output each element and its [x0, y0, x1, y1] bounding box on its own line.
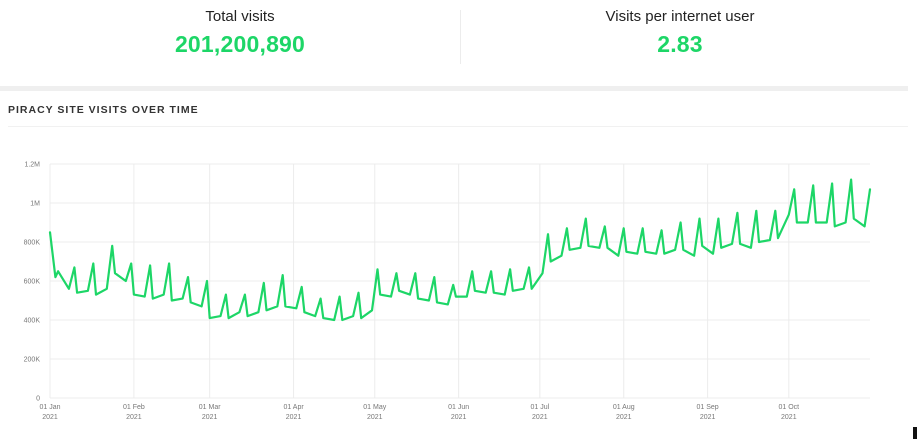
y-tick-label: 800K: [24, 240, 41, 247]
grid-lines: [49, 163, 870, 399]
x-tick-year: 2021: [616, 414, 632, 421]
x-tick-label: 01 Apr: [283, 404, 304, 411]
total-visits-stat: Total visits 201,200,890: [120, 8, 360, 58]
total-visits-label: Total visits: [205, 8, 275, 25]
y-tick-label: 400K: [24, 318, 41, 325]
y-tick-label: 0: [36, 396, 40, 403]
x-tick-label: 01 Oct: [778, 404, 799, 411]
y-axis: 0 200K 400K 600K 800K 1M 1.2M: [24, 162, 41, 403]
visits-per-user-stat: Visits per internet user 2.83: [560, 8, 800, 58]
visits-per-user-label: Visits per internet user: [605, 8, 755, 25]
x-tick-label: 01 Mar: [199, 404, 221, 411]
section-title: PIRACY SITE VISITS OVER TIME: [8, 104, 199, 116]
visits-per-user-value: 2.83: [657, 31, 703, 57]
x-tick-year: 2021: [532, 414, 548, 421]
section-separator: [0, 86, 908, 91]
y-tick-label: 200K: [24, 357, 41, 364]
x-axis: 01 Jan 2021 01 Feb 2021 01 Mar 2021 01 Apr 2021…: [39, 404, 799, 421]
x-tick-year: 2021: [781, 414, 797, 421]
x-tick-year: 2021: [42, 414, 58, 421]
series-line: [48, 178, 872, 322]
x-tick-label: 01 Jul: [530, 404, 549, 411]
total-visits-value: 201,200,890: [174, 31, 306, 57]
visits-line-chart: 0 200K 400K 600K 800K 1M 1.2M 01 Jan 2021 01 Feb…: [24, 162, 872, 421]
x-tick-label: 01 Feb: [123, 404, 145, 411]
x-tick-label: 01 Sep: [697, 404, 719, 411]
x-tick-label: 01 May: [363, 404, 386, 411]
y-tick-label: 600K: [24, 279, 41, 286]
x-tick-year: 2021: [367, 414, 383, 421]
x-tick-year: 2021: [451, 414, 467, 421]
section-rule: [8, 126, 908, 127]
x-tick-year: 2021: [700, 414, 716, 421]
edge-marker: [913, 427, 917, 439]
x-tick-year: 2021: [126, 414, 142, 421]
x-tick-label: 01 Jan: [39, 404, 60, 411]
x-tick-year: 2021: [202, 414, 218, 421]
y-tick-label: 1.2M: [24, 162, 40, 169]
x-tick-label: 01 Jun: [448, 404, 469, 411]
x-tick-label: 01 Aug: [613, 404, 635, 411]
y-tick-label: 1M: [30, 201, 40, 208]
stats-divider: [460, 10, 461, 64]
series-layer: [48, 178, 872, 322]
x-tick-year: 2021: [286, 414, 302, 421]
